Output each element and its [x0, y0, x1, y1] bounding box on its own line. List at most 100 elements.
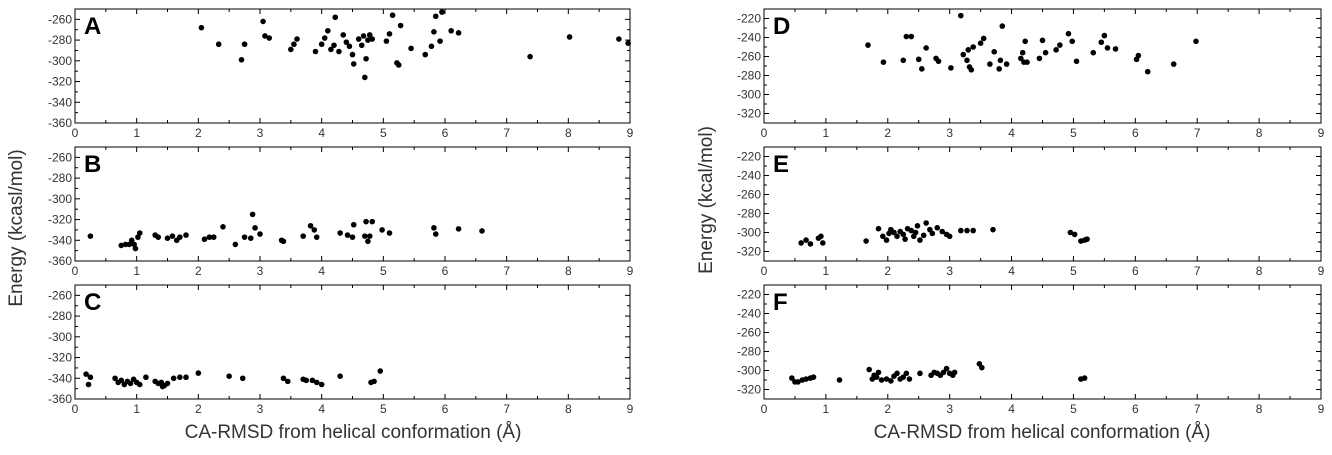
data-point: [164, 380, 171, 387]
data-point: [238, 56, 245, 63]
panel-letter: B: [84, 151, 101, 178]
x-tick-label: 0: [72, 402, 79, 416]
x-tick-label: 7: [503, 126, 510, 140]
data-point: [363, 218, 369, 225]
data-point: [883, 237, 890, 243]
data-point: [1084, 236, 1090, 242]
x-tick-label: 1: [823, 264, 830, 278]
x-tick-label: 1: [823, 402, 830, 416]
x-tick-label: 0: [761, 402, 768, 416]
data-point: [127, 380, 134, 387]
panel-letter: E: [773, 151, 789, 178]
panel-e: 0 1 2 3 4 5 6 7 8 9 -220 -240 -260 -280 -300 -320 E: [737, 146, 1325, 278]
data-point: [232, 241, 239, 248]
data-point: [1067, 229, 1074, 236]
x-tick-label: 6: [1132, 126, 1139, 140]
x-tick-label: 3: [946, 402, 953, 416]
data-point: [819, 240, 826, 246]
x-tick-label: 5: [380, 126, 387, 140]
data-point: [432, 231, 439, 237]
data-point: [428, 43, 435, 50]
data-point: [397, 22, 404, 29]
data-point: [136, 230, 143, 236]
data-point: [358, 42, 365, 49]
y-tick-label: -360: [48, 392, 72, 406]
x-tick-label: 1: [823, 126, 830, 140]
data-point: [873, 374, 880, 380]
x-tick-label: 8: [1256, 126, 1263, 140]
data-point: [943, 365, 950, 372]
data-point: [294, 36, 300, 42]
panel-letter: D: [773, 13, 790, 40]
x-tick-label: 6: [442, 264, 449, 278]
x-tick-label: 4: [318, 126, 325, 140]
data-point: [1036, 55, 1043, 62]
data-point: [906, 376, 913, 382]
data-point: [970, 227, 976, 234]
data-point: [455, 226, 462, 232]
data-point: [183, 374, 189, 381]
data-point: [318, 381, 325, 388]
data-point: [195, 370, 202, 376]
y-tick-label: -300: [48, 192, 72, 206]
data-point: [332, 14, 339, 21]
y-tick-label: -260: [48, 288, 72, 302]
data-point: [810, 374, 817, 380]
data-point: [1104, 45, 1111, 51]
data-point: [807, 241, 814, 247]
x-tick-label: 7: [1194, 126, 1201, 140]
data-point: [894, 370, 900, 377]
y-tick-label: -260: [737, 50, 761, 64]
y-tick-label: -240: [737, 307, 761, 321]
data-point: [344, 232, 351, 238]
data-point: [201, 236, 208, 243]
data-point: [280, 238, 287, 245]
y-tick-label: -280: [737, 345, 761, 359]
data-point: [143, 374, 149, 381]
y-tick-label: -300: [737, 88, 761, 102]
data-point: [965, 47, 972, 53]
data-point: [917, 237, 923, 243]
data-point: [929, 230, 936, 237]
x-tick-label: 2: [884, 402, 891, 416]
data-point: [1039, 37, 1046, 44]
x-tick-label: 2: [884, 264, 891, 278]
x-tick-label: 7: [1194, 264, 1201, 278]
data-point: [915, 56, 922, 63]
data-point: [863, 238, 869, 244]
data-point: [1003, 61, 1010, 67]
data-point: [389, 12, 396, 19]
data-point: [198, 24, 205, 31]
data-point: [183, 232, 189, 238]
data-point: [288, 46, 294, 53]
y-tick-label: -240: [737, 169, 761, 183]
data-point: [118, 377, 125, 384]
data-point: [891, 229, 897, 236]
x-tick-label: 9: [627, 126, 634, 140]
x-tick-label: 6: [1132, 402, 1139, 416]
data-point: [87, 374, 94, 381]
data-point: [960, 51, 967, 58]
data-point: [252, 225, 258, 231]
x-tick-label: 6: [442, 126, 449, 140]
panel-letter: F: [773, 289, 788, 316]
y-tick-label: -260: [737, 188, 761, 202]
y-tick-label: -360: [48, 254, 72, 268]
x-tick-label: 9: [1318, 402, 1325, 416]
y-tick-label: -280: [48, 33, 72, 47]
x-tick-label: 9: [1318, 126, 1325, 140]
data-point: [968, 67, 975, 73]
panel-letter: A: [84, 13, 101, 40]
data-point: [479, 228, 485, 234]
data-point: [284, 378, 291, 385]
y-tick-label: -340: [48, 95, 72, 109]
data-point: [318, 41, 325, 48]
data-point: [912, 229, 919, 236]
x-tick-label: 5: [1070, 402, 1077, 416]
data-point: [448, 27, 454, 34]
data-point: [997, 57, 1004, 64]
data-point: [395, 62, 402, 68]
x-tick-label: 1: [133, 402, 140, 416]
data-point: [422, 51, 429, 58]
panel-d: 0 1 2 3 4 5 6 7 8 9 -220 -240 -260 -280 -300 -320 D: [737, 8, 1325, 140]
